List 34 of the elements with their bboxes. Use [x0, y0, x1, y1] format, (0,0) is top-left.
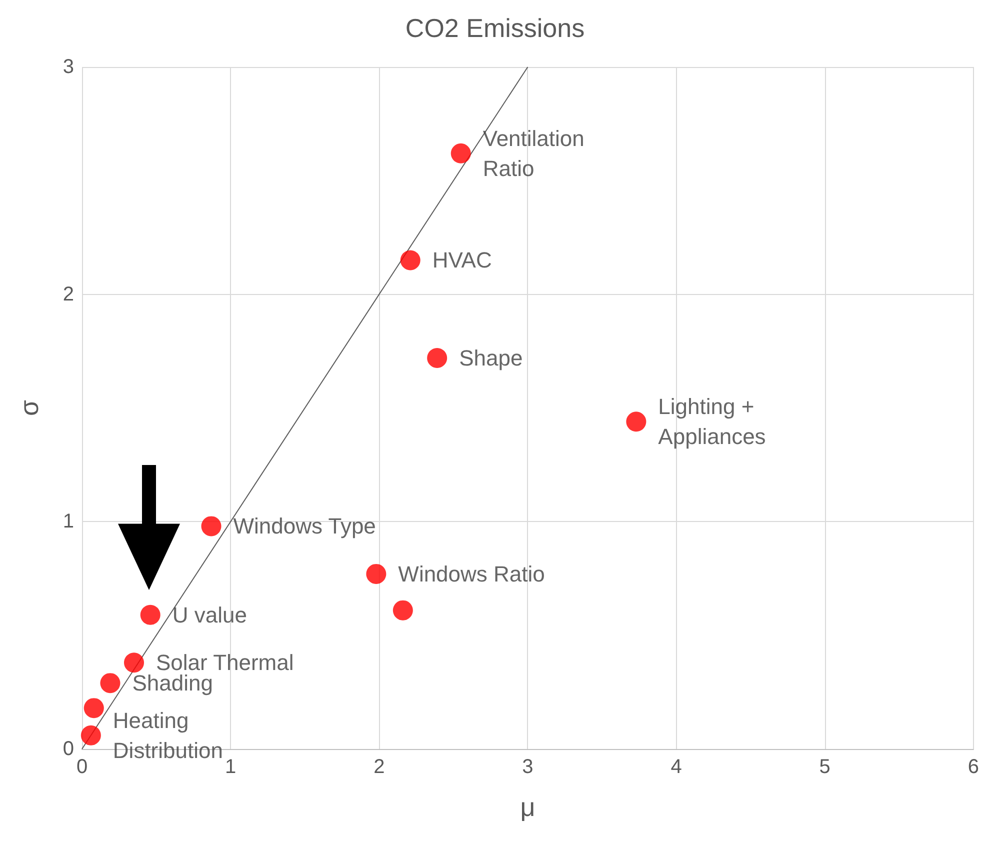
annotation: HVAC: [432, 248, 492, 273]
point: [201, 516, 222, 536]
x-axis-title: μ: [520, 792, 536, 822]
point: [84, 698, 104, 718]
x-tick-label: 2: [374, 756, 385, 778]
point: [427, 348, 448, 368]
x-tick-label: 3: [522, 756, 534, 778]
annotation: Lighting + Appliances: [658, 394, 766, 450]
point: [392, 600, 413, 620]
x-tick-label: 4: [670, 756, 682, 778]
point: [366, 564, 386, 584]
point: [626, 412, 646, 432]
y-tick-label: 0: [62, 738, 74, 760]
annotation: U value: [172, 602, 247, 628]
annotation: Windows Type: [233, 514, 376, 539]
point: [140, 604, 160, 625]
x-tick-label: 6: [968, 756, 979, 778]
point: [450, 143, 471, 164]
annotation: Ventilation Ratio: [482, 126, 584, 181]
y-tick-label: 1: [62, 510, 74, 533]
point: [80, 725, 101, 746]
point: [400, 250, 420, 270]
annotation: Heating Distribution: [112, 708, 223, 763]
y-tick-label: 3: [62, 56, 74, 78]
y-tick-label: 2: [62, 283, 74, 306]
x-tick-label: 5: [819, 756, 830, 778]
x-tick-label: 1: [225, 756, 236, 778]
point: [124, 652, 144, 673]
annotation: Shape: [459, 345, 523, 370]
point: [100, 673, 120, 694]
chart-title: CO2 Emissions: [405, 13, 585, 43]
y-axis-title: σ: [14, 400, 44, 416]
x-tick-label: 0: [76, 756, 88, 778]
annotation: Windows Ratio: [398, 561, 545, 586]
